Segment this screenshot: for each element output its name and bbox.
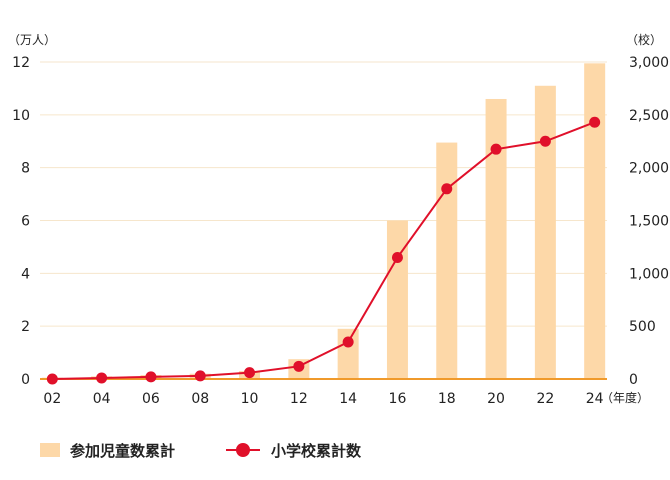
left-axis-tick-label: 2 [21, 319, 30, 335]
right-axis-unit: （校） [626, 32, 662, 47]
x-axis-tick-label: 08 [191, 391, 209, 407]
line-point [441, 183, 453, 195]
x-axis-tick-label: 22 [536, 391, 554, 407]
right-axis-tick-label: 3,000 [629, 55, 669, 71]
line-point [244, 367, 256, 379]
bar [436, 142, 458, 379]
x-axis-tick-label: 10 [241, 391, 259, 407]
series-line [52, 121, 596, 380]
left-axis-tick-label: 6 [21, 214, 30, 230]
x-axis-tick-label: 12 [290, 391, 308, 407]
x-axis-ticks: 02 04 06 08 10 12 14 16 18 20 22 24 [43, 391, 603, 407]
left-axis-tick-label: 4 [21, 266, 30, 282]
right-axis-tick-label: 0 [629, 372, 638, 388]
gridlines [40, 61, 607, 327]
x-axis-unit: （年度） [601, 390, 649, 405]
line-series [46, 116, 601, 385]
legend-bar-label: 参加児童数累計 [70, 442, 175, 460]
left-axis-tick-label: 8 [21, 161, 30, 177]
line-point [589, 116, 601, 128]
legend-line-label: 小学校累計数 [271, 442, 362, 460]
right-axis-tick-label: 1,000 [629, 266, 669, 282]
right-axis-tick-label: 500 [629, 319, 656, 335]
right-axis-ticks: 0 500 1,000 1,500 2,000 2,500 3,000 [629, 55, 669, 388]
left-axis-unit: （万人） [8, 33, 56, 47]
bar [337, 328, 359, 379]
line-point [342, 336, 354, 348]
left-axis-tick-label: 0 [21, 372, 30, 388]
line-point [145, 371, 157, 383]
line-point [293, 360, 305, 372]
line-point [46, 373, 58, 385]
legend: 参加児童数累計 小学校累計数 [40, 442, 362, 460]
x-axis-tick-label: 14 [339, 391, 357, 407]
x-axis-tick-label: 16 [389, 391, 407, 407]
line-point [539, 135, 551, 147]
legend-line-marker [236, 443, 250, 457]
legend-bar-swatch [40, 443, 60, 457]
x-axis-tick-label: 02 [43, 391, 61, 407]
x-axis-tick-label: 06 [142, 391, 160, 407]
x-axis-tick-label: 20 [487, 391, 505, 407]
bar [584, 63, 606, 380]
line-point [96, 372, 108, 384]
bar [386, 220, 408, 379]
left-axis-tick-label: 12 [12, 55, 30, 71]
x-axis-tick-label: 04 [93, 391, 111, 407]
left-axis-tick-label: 10 [12, 108, 30, 124]
bar-series [41, 63, 606, 380]
x-axis-tick-label: 18 [438, 391, 456, 407]
line-point [490, 143, 502, 155]
line-point [194, 370, 206, 382]
right-axis-tick-label: 1,500 [629, 214, 669, 230]
left-axis-ticks: 0 2 4 6 8 10 12 [12, 55, 30, 388]
bar [534, 85, 556, 380]
x-axis-tick-label: 24 [586, 391, 604, 407]
bar [485, 98, 507, 379]
line-point [391, 251, 403, 263]
right-axis-tick-label: 2,500 [629, 108, 669, 124]
right-axis-tick-label: 2,000 [629, 161, 669, 177]
